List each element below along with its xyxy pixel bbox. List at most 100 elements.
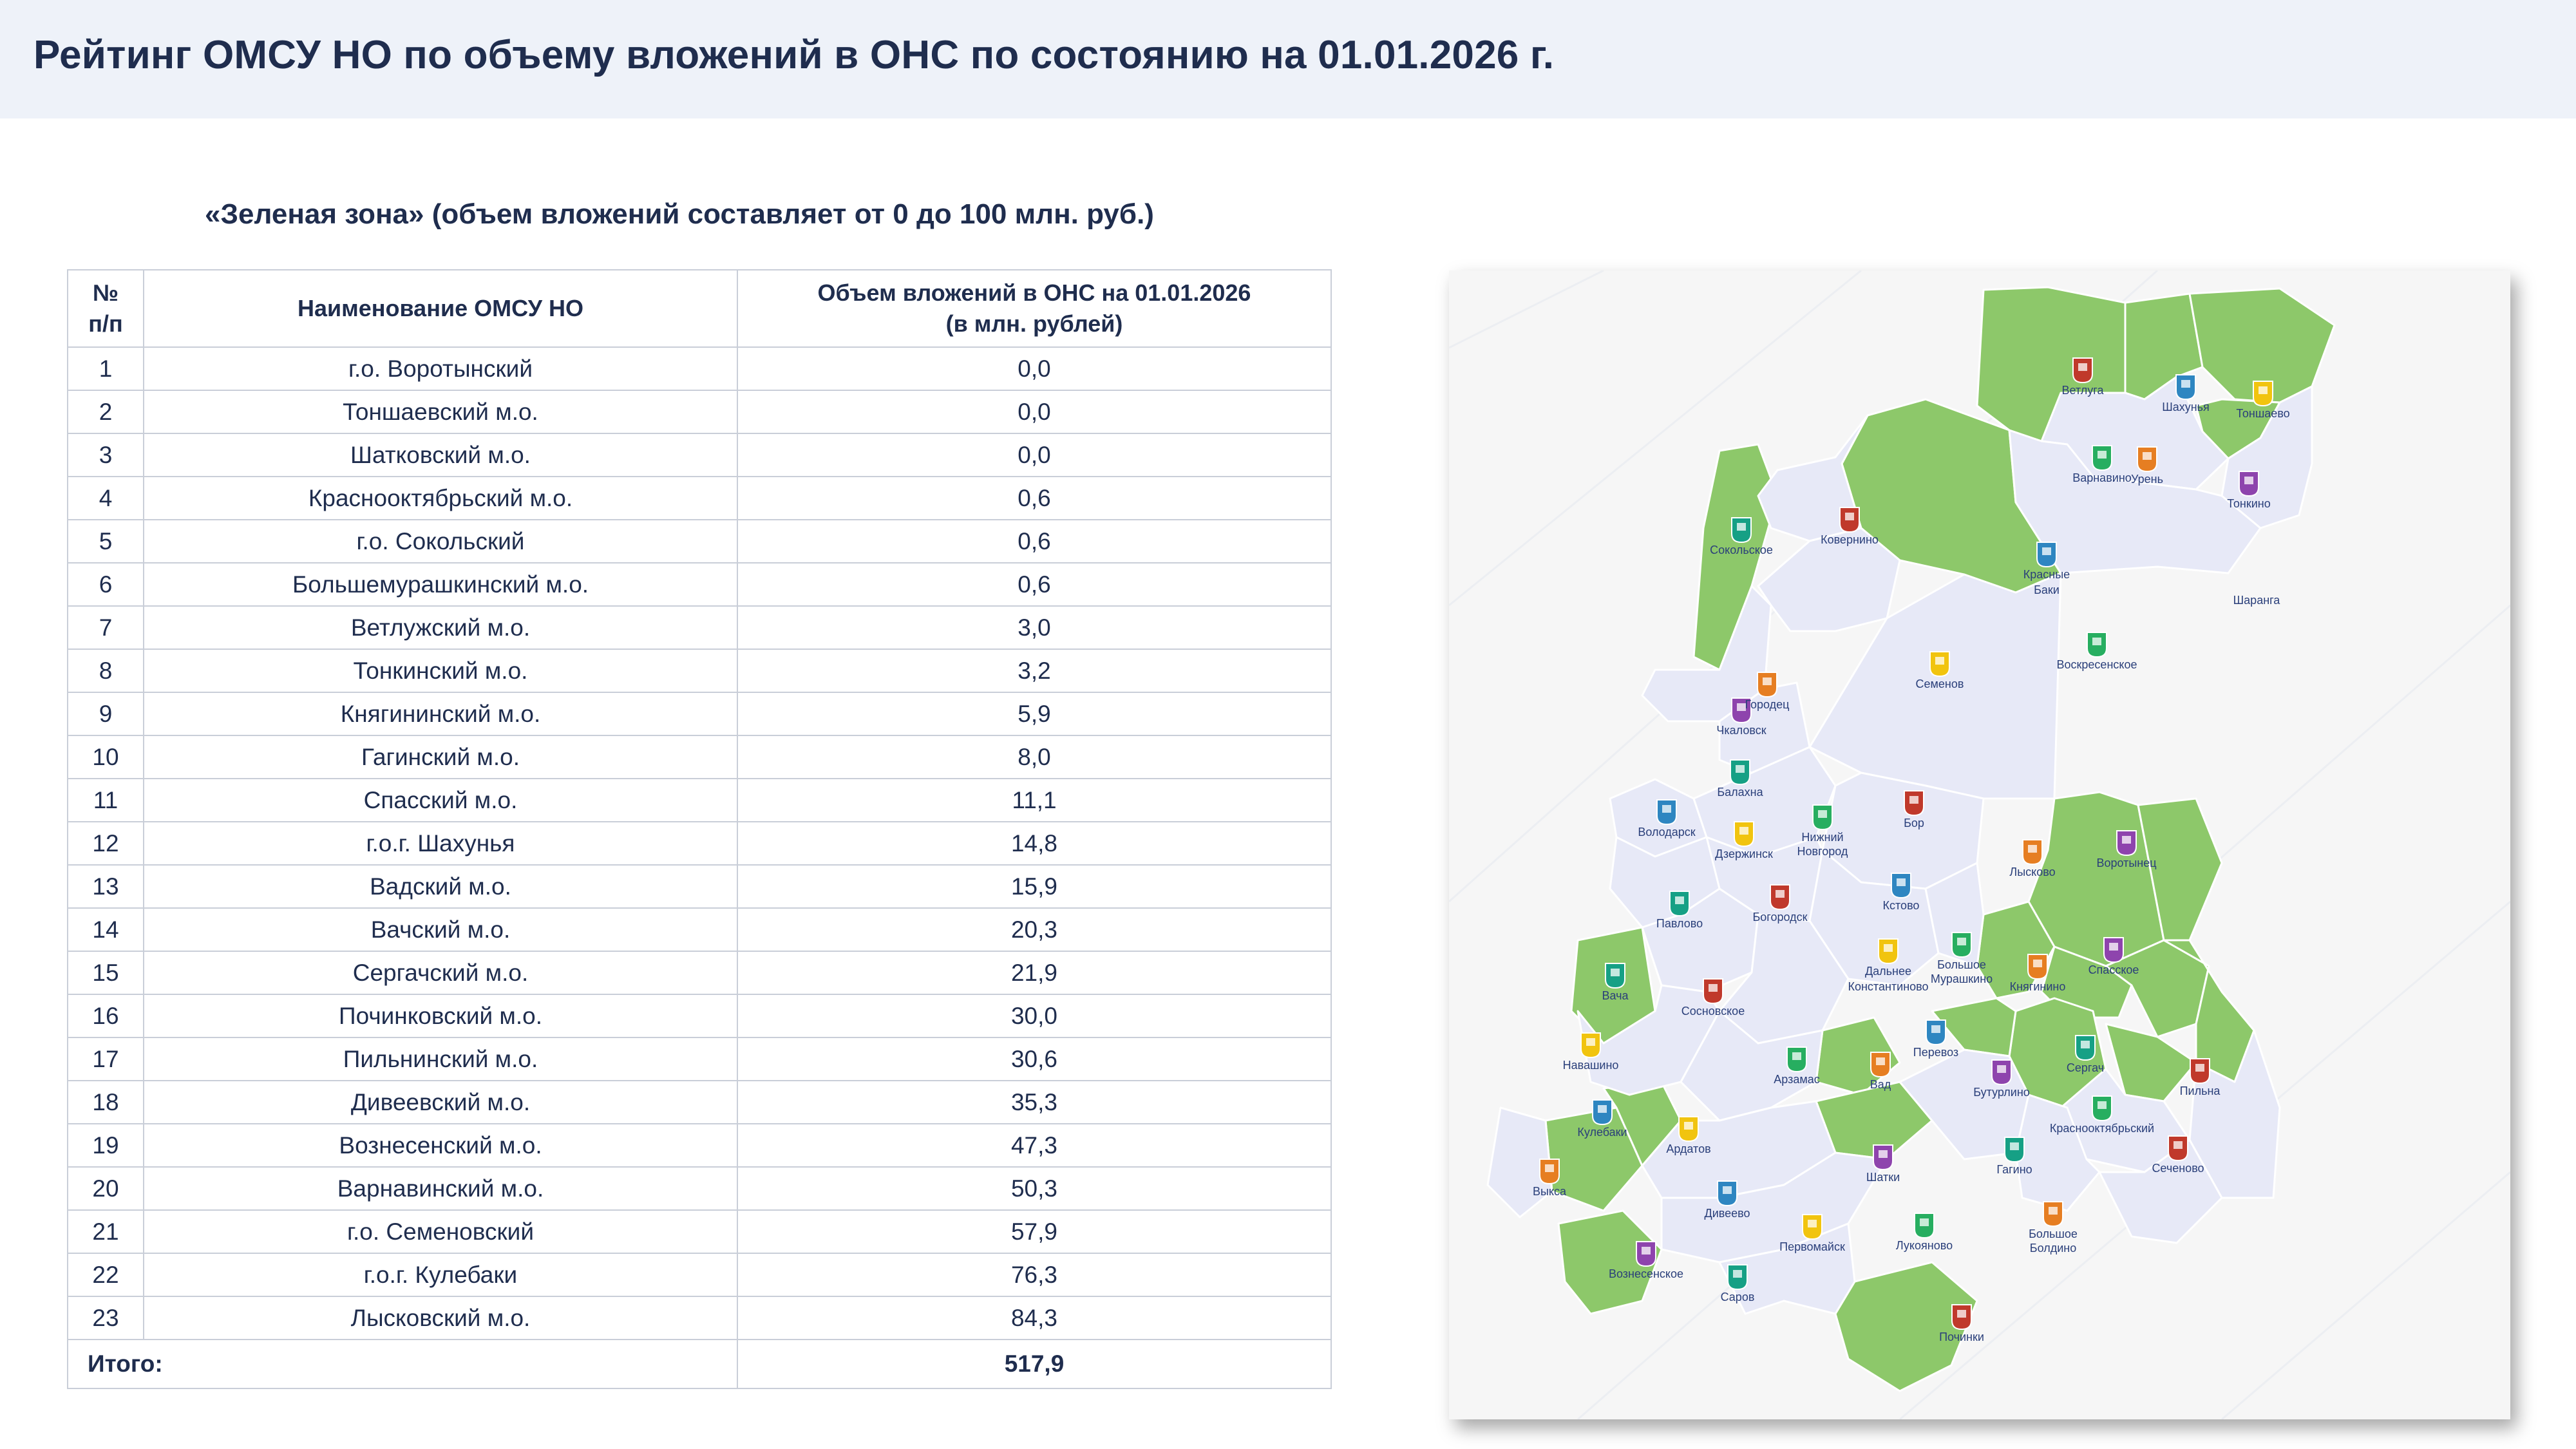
- table-row: 7 Ветлужский м.о. 3,0: [67, 605, 1332, 650]
- table-row: 18 Дивеевский м.о. 35,3: [67, 1080, 1332, 1124]
- table-row: 13 Вадский м.о. 15,9: [67, 864, 1332, 909]
- row-value: 57,9: [737, 1209, 1332, 1254]
- district-label: Лукояново: [1896, 1239, 1953, 1252]
- row-name: Шатковский м.о.: [143, 433, 738, 477]
- table-row: 10 Гагинский м.о. 8,0: [67, 735, 1332, 779]
- table-row: 8 Тонкинский м.о. 3,2: [67, 649, 1332, 693]
- district-label: Городец: [1745, 698, 1789, 711]
- district-label: Бор: [1904, 817, 1924, 829]
- district-label: Тоншаево: [2236, 407, 2289, 420]
- row-value: 21,9: [737, 951, 1332, 995]
- coat-of-arms-icon: [1757, 672, 1777, 698]
- coat-of-arms-icon: [2103, 937, 2124, 963]
- district-area: [2098, 1139, 2223, 1244]
- district-label: Починки: [1939, 1331, 1984, 1343]
- coat-of-arms-icon: [2168, 1135, 2188, 1162]
- coat-of-arms-icon: [2072, 357, 2093, 384]
- title-bar: Рейтинг ОМСУ НО по объему вложений в ОНС…: [0, 0, 2576, 118]
- coat-of-arms-icon: [1678, 1116, 1699, 1142]
- row-value: 84,3: [737, 1296, 1332, 1340]
- coat-of-arms-icon: [1812, 804, 1833, 831]
- district-area-green: [2105, 1023, 2197, 1103]
- row-value: 76,3: [737, 1253, 1332, 1297]
- table-row: 19 Вознесенский м.о. 47,3: [67, 1123, 1332, 1168]
- row-value: 50,3: [737, 1166, 1332, 1211]
- district-label: Шаранга: [2233, 594, 2281, 607]
- coat-of-arms-icon: [2137, 446, 2157, 473]
- coat-of-arms-icon: [2116, 830, 2137, 857]
- district-label: Красные: [2023, 568, 2070, 581]
- row-value: 5,9: [737, 692, 1332, 736]
- district-label: Вача: [1602, 989, 1629, 1002]
- district-label: Дальнее: [1865, 965, 1911, 978]
- row-name: Дивеевский м.о.: [143, 1080, 738, 1124]
- col-header-value-line1: Объем вложений в ОНС на 01.01.2026: [817, 279, 1251, 306]
- row-value: 0,6: [737, 562, 1332, 607]
- row-num: 8: [67, 649, 144, 693]
- coat-of-arms-icon: [1727, 1264, 1748, 1291]
- coat-of-arms-icon: [1656, 799, 1677, 826]
- row-value: 20,3: [737, 907, 1332, 952]
- district-label: Воскресенское: [2057, 658, 2137, 671]
- district-label: Баки: [2034, 583, 2060, 596]
- row-num: 23: [67, 1296, 144, 1340]
- table-row: 3 Шатковский м.о. 0,0: [67, 433, 1332, 477]
- district-label: Шатки: [1866, 1171, 1900, 1184]
- coat-of-arms-icon: [2190, 1058, 2210, 1084]
- row-value: 11,1: [737, 778, 1332, 822]
- coat-of-arms-icon: [1802, 1214, 1823, 1240]
- district-area-green: [1557, 1209, 1663, 1315]
- district-label: Ковернино: [1821, 533, 1879, 546]
- district-label: Тонкино: [2227, 497, 2270, 510]
- row-num: 19: [67, 1123, 144, 1168]
- row-value: 30,6: [737, 1037, 1332, 1081]
- coat-of-arms-icon: [2175, 374, 2196, 401]
- district-label: Сеченово: [2152, 1162, 2204, 1175]
- district-shapes: [1486, 286, 2336, 1392]
- col-header-value-line2: (в млн. рублей): [945, 310, 1123, 337]
- coat-of-arms-icon: [1839, 507, 1860, 533]
- row-value: 3,2: [737, 649, 1332, 693]
- table-row: 14 Вачский м.о. 20,3: [67, 907, 1332, 952]
- district-area: [2014, 1094, 2101, 1212]
- district-area-green: [2137, 797, 2223, 942]
- row-name: Ветлужский м.о.: [143, 605, 738, 650]
- coat-of-arms-icon: [2036, 542, 2057, 568]
- coat-of-arms-icon: [2043, 1201, 2063, 1227]
- table-row: 22 г.о.г. Кулебаки 76,3: [67, 1253, 1332, 1297]
- coat-of-arms-icon: [1878, 938, 1899, 965]
- district-label: Воротынец: [2096, 857, 2156, 869]
- row-value: 35,3: [737, 1080, 1332, 1124]
- row-value: 0,6: [737, 519, 1332, 564]
- district-label: Большое: [1937, 958, 1986, 971]
- row-num: 9: [67, 692, 144, 736]
- district-label: Гагино: [1996, 1163, 2032, 1176]
- table-row: 12 г.о.г. Шахунья 14,8: [67, 821, 1332, 866]
- district-label: Кулебаки: [1577, 1126, 1627, 1139]
- district-label: Вознесенское: [1609, 1267, 1683, 1280]
- coat-of-arms-icon: [1926, 1019, 1946, 1046]
- col-header-name: Наименование ОМСУ НО: [143, 269, 738, 348]
- coat-of-arms-icon: [1914, 1213, 1935, 1239]
- table-header-row: № п/п Наименование ОМСУ НО Объем вложени…: [67, 269, 1332, 348]
- table-row: 11 Спасский м.о. 11,1: [67, 778, 1332, 822]
- district-labels: Ветлуга Шахунья Тоншаево Варнавино Урень Тонк…: [1533, 384, 2290, 1343]
- district-label: Чкаловск: [1716, 724, 1766, 737]
- district-label: Нижний: [1801, 831, 1843, 844]
- coat-of-arms-icon: [2004, 1137, 2025, 1163]
- row-num: 12: [67, 821, 144, 866]
- row-value: 8,0: [737, 735, 1332, 779]
- coat-of-arms-icon: [1731, 697, 1752, 724]
- district-area: [1718, 1222, 1856, 1315]
- row-num: 1: [67, 346, 144, 391]
- district-label: Павлово: [1656, 917, 1703, 930]
- district-label: Первомайск: [1779, 1240, 1845, 1253]
- region-map-svg: Ветлуга Шахунья Тоншаево Варнавино Урень Тонк…: [1449, 270, 2510, 1419]
- row-value: 47,3: [737, 1123, 1332, 1168]
- table-row: 2 Тоншаевский м.о. 0,0: [67, 390, 1332, 434]
- district-label: Княгинино: [2010, 980, 2066, 993]
- region-map: Ветлуга Шахунья Тоншаево Варнавино Урень Тонк…: [1449, 270, 2510, 1419]
- coat-of-arms-icon: [1669, 891, 1690, 917]
- row-num: 15: [67, 951, 144, 995]
- row-num: 7: [67, 605, 144, 650]
